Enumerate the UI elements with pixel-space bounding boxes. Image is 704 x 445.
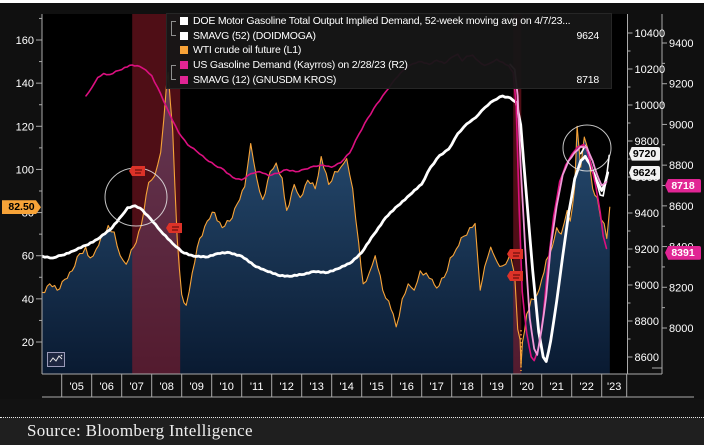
x-axis-year-label: '22	[580, 381, 594, 393]
legend-last-value: 8718	[576, 73, 599, 86]
doe-smavg-last-badge: 9624	[629, 165, 660, 180]
legend-row-kayrros-smavg[interactable]: SMAVG (12) (GNUSDM KROS) 8718	[167, 72, 611, 87]
x-axis-year-label: '21	[550, 381, 564, 393]
chart-tool-button[interactable]	[47, 352, 65, 367]
series-line-doe_smavg52	[42, 94, 610, 363]
event-flag-icon[interactable]	[166, 223, 182, 233]
x-axis-year-label: '16	[400, 381, 414, 393]
series-marker-icon	[180, 75, 188, 84]
x-axis-year-label: '20	[520, 381, 534, 393]
x-axis-year-label: '06	[100, 381, 114, 393]
legend-row-doe-smavg[interactable]: SMAVG (52) (DOIDMOGA) 9624	[167, 29, 611, 44]
x-axis-year-label: '08	[160, 381, 174, 393]
x-axis-year-label: '14	[340, 381, 354, 393]
x-axis-year-label: '09	[190, 381, 204, 393]
axis-tick-label: 8000	[669, 323, 693, 335]
x-axis-year-label: '18	[460, 381, 474, 393]
source-bar: Source: Bloomberg Intelligence	[0, 417, 704, 445]
outer-axis-end-cap	[652, 367, 663, 373]
series-marker-icon	[180, 17, 188, 26]
x-axis-year-label: '13	[310, 381, 324, 393]
annotation-circle	[562, 124, 612, 172]
legend-row-wti[interactable]: WTI crude oil future (L1)	[167, 43, 611, 58]
x-axis-year-label: '07	[130, 381, 144, 393]
series-line-wti	[42, 71, 611, 367]
axis-tick-label: 9400	[669, 38, 693, 50]
event-flag-icon[interactable]	[507, 271, 523, 281]
legend-label: SMAVG (12) (GNUSDM KROS)	[193, 73, 337, 86]
legend-label: WTI crude oil future (L1)	[193, 44, 302, 57]
axis-tick-label: 100	[16, 164, 34, 176]
axis-tick-label: 10000	[635, 100, 666, 112]
legend-label: US Gasoline Demand (Kayrros) on 2/28/23 …	[193, 59, 408, 72]
axis-tick-label: 140	[16, 78, 34, 90]
axis-tick-label: 40	[22, 294, 34, 306]
legend-label: SMAVG (52) (DOIDMOGA)	[193, 29, 316, 42]
wti-last-price-badge: 82.50	[2, 200, 41, 215]
series-marker-icon	[180, 46, 188, 55]
x-axis-year-label: '05	[70, 381, 84, 393]
series-line-kayrros_raw	[85, 53, 608, 362]
legend-group-bracket-icon	[171, 65, 176, 80]
axis-tick-label: 8800	[635, 316, 659, 328]
legend-label: DOE Motor Gasoline Total Output Implied …	[193, 15, 571, 28]
chart-legend: DOE Motor Gasoline Total Output Implied …	[166, 13, 612, 89]
legend-row-kayrros[interactable]: US Gasoline Demand (Kayrros) on 2/28/23 …	[167, 58, 611, 73]
legend-group-bracket-icon	[171, 21, 176, 36]
x-axis-year-label: '19	[490, 381, 504, 393]
event-flag-icon[interactable]	[129, 166, 145, 176]
axis-tick-label: 8200	[669, 282, 693, 294]
axis-tick-label: 9000	[669, 119, 693, 131]
line-chart-icon	[49, 354, 63, 363]
chart-region: 2040608010012014016086008800900092009400…	[2, 13, 701, 398]
axis-tick-label: 20	[22, 337, 34, 349]
axis-tick-label: 160	[16, 35, 34, 47]
wti-area-fill	[42, 72, 610, 374]
axis-tick-label: 10200	[635, 64, 666, 76]
window-top-border	[0, 0, 704, 3]
axis-tick-label: 9400	[635, 208, 659, 220]
x-axis-year-label: '11	[250, 381, 264, 393]
x-axis-year-label: '23	[607, 381, 621, 393]
kayrros-smavg-badge: 8718	[665, 178, 701, 193]
axis-tick-label: 8600	[635, 352, 659, 364]
doe-raw-last-badge: 9720	[629, 146, 660, 161]
axis-tick-label: 60	[22, 251, 34, 263]
axis-tick-label: 9200	[669, 79, 693, 91]
axis-tick-label: 10400	[635, 28, 666, 40]
x-axis-year-label: '12	[280, 381, 294, 393]
axis-tick-label: 9000	[635, 280, 659, 292]
kayrros-last-badge: 8391	[665, 245, 701, 260]
series-marker-icon	[180, 61, 188, 70]
axis-tick-label: 9800	[635, 136, 659, 148]
axis-tick-label: 120	[16, 121, 34, 133]
legend-last-value: 9624	[576, 29, 599, 42]
x-axis-year-label: '15	[370, 381, 384, 393]
recession-band	[513, 14, 522, 374]
x-axis-year-label: '17	[430, 381, 444, 393]
source-text: Source: Bloomberg Intelligence	[27, 421, 253, 440]
legend-row-doe-raw[interactable]: DOE Motor Gasoline Total Output Implied …	[167, 14, 611, 29]
x-axis-year-label: '10	[220, 381, 234, 393]
axis-tick-label: 9200	[635, 244, 659, 256]
axis-tick-label: 8600	[669, 201, 693, 213]
event-flag-icon[interactable]	[507, 249, 523, 259]
axis-tick-label: 8800	[669, 160, 693, 172]
series-line-kayrros_smavg12	[509, 63, 608, 356]
chart-footer-gap	[0, 399, 704, 417]
series-marker-icon	[180, 31, 188, 40]
